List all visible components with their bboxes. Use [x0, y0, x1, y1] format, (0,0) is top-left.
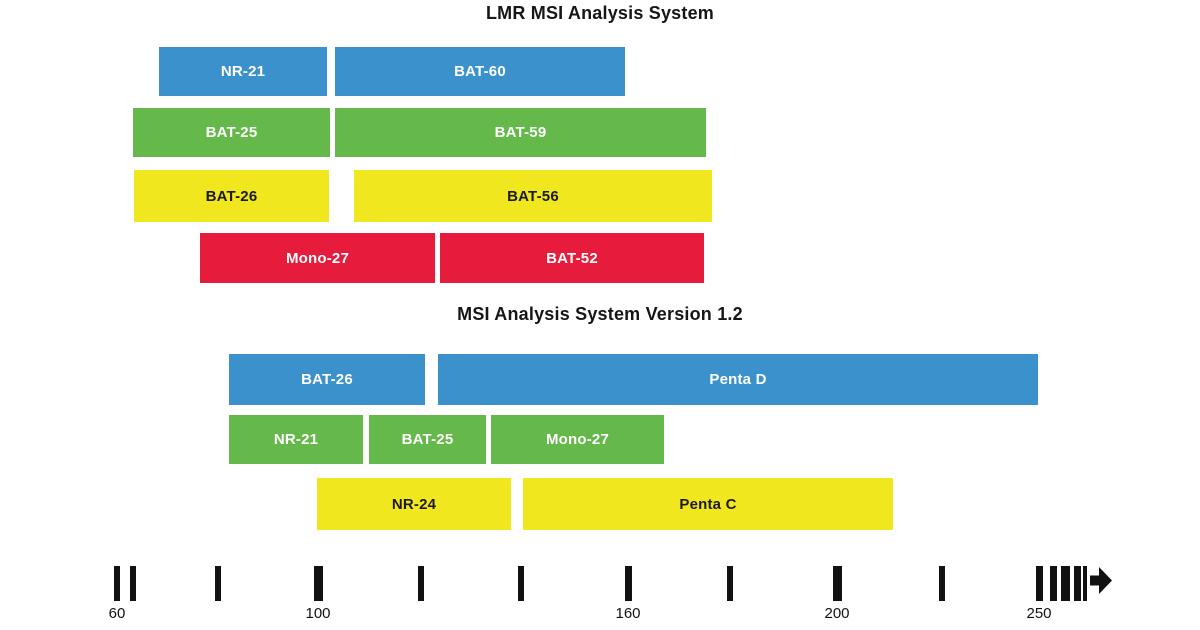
axis-tick-label-100: 100: [305, 605, 331, 622]
marker-bar-v12-nr-24: NR-24: [317, 478, 511, 530]
axis-tick: [1049, 566, 1057, 601]
marker-bar-lmr-bat-60: BAT-60: [335, 47, 625, 96]
marker-bar-label: BAT-56: [507, 187, 559, 205]
marker-bar-lmr-bat-56: BAT-56: [354, 170, 712, 222]
marker-bar-label: NR-21: [273, 431, 319, 448]
marker-bar-label: BAT-25: [401, 431, 454, 448]
axis-tick-250: [1035, 566, 1043, 601]
marker-bar-lmr-nr-21: NR-21: [159, 47, 327, 96]
axis-arrow-icon: [1090, 567, 1112, 594]
axis-tick-label-160: 160: [615, 605, 641, 622]
axis-tick: [1060, 566, 1070, 601]
axis-tick-200: [832, 566, 842, 601]
marker-bar-label: Penta D: [709, 371, 767, 388]
marker-bar-label: BAT-26: [205, 187, 258, 205]
axis-tick: [130, 566, 136, 601]
axis-tick-label-200: 200: [824, 605, 850, 622]
marker-bar-label: BAT-25: [205, 124, 258, 141]
marker-bar-label: Penta C: [679, 495, 737, 513]
axis-tick: [1073, 566, 1081, 601]
marker-bar-label: BAT-60: [454, 63, 506, 80]
axis-tick-label-250: 250: [1026, 605, 1052, 622]
marker-bar-label: NR-21: [220, 63, 266, 80]
axis-tick-60: [114, 566, 120, 601]
axis-tick: [215, 566, 221, 601]
chart1-title: LMR MSI Analysis System: [485, 3, 714, 23]
marker-bar-v12-nr-21: NR-21: [229, 415, 363, 464]
axis-tick-160: [624, 566, 632, 601]
marker-bar-v12-penta-c: Penta C: [523, 478, 893, 530]
marker-bar-v12-penta-d: Penta D: [438, 354, 1038, 405]
marker-bar-label: Mono-27: [545, 431, 610, 448]
axis-tick-100: [313, 566, 323, 601]
marker-bar-lmr-bat-52: BAT-52: [440, 233, 704, 283]
axis-tick: [727, 566, 733, 601]
marker-bar-v12-bat-26: BAT-26: [229, 354, 425, 405]
marker-bar-label: BAT-52: [546, 249, 598, 267]
axis-tick: [418, 566, 424, 601]
marker-bar-label: NR-24: [391, 495, 437, 513]
marker-bar-v12-bat-25: BAT-25: [369, 415, 486, 464]
marker-bar-label: Mono-27: [285, 249, 350, 267]
axis-tick-label-60: 60: [108, 605, 126, 622]
marker-bar-label: BAT-26: [301, 371, 353, 388]
axis-tick: [1083, 566, 1087, 601]
marker-bar-label: BAT-59: [494, 124, 547, 141]
marker-bar-lmr-mono-27: Mono-27: [200, 233, 435, 283]
marker-bar-lmr-bat-26: BAT-26: [134, 170, 329, 222]
marker-bar-v12-mono-27: Mono-27: [491, 415, 664, 464]
chart2-title: MSI Analysis System Version 1.2: [457, 304, 743, 324]
axis-tick: [939, 566, 945, 601]
marker-bar-lmr-bat-59: BAT-59: [335, 108, 706, 157]
marker-bar-lmr-bat-25: BAT-25: [133, 108, 330, 157]
axis-tick: [518, 566, 524, 601]
